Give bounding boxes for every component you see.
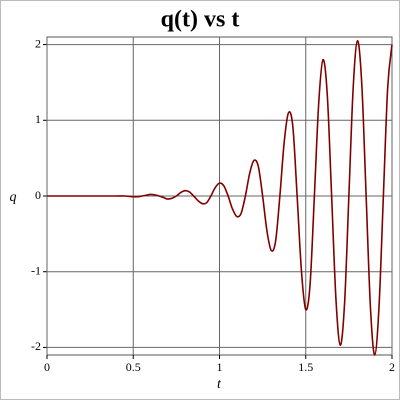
x-tick-label: 0.5 [126, 360, 141, 374]
x-tick-label: 0 [44, 360, 50, 374]
y-tick-label: 2 [35, 36, 41, 50]
x-tick-label: 1.5 [298, 360, 313, 374]
x-tick-label: 1 [217, 360, 223, 374]
x-axis-label: t [217, 377, 222, 392]
y-tick-label: -1 [31, 263, 41, 277]
x-tick-label: 2 [389, 360, 395, 374]
chart-title: q(t) vs t [161, 7, 240, 33]
y-tick-label: 0 [35, 188, 41, 202]
y-tick-label: -2 [31, 339, 41, 353]
data-line [47, 39, 393, 356]
y-axis-label: q [10, 190, 17, 205]
y-tick-label: 1 [35, 112, 41, 126]
